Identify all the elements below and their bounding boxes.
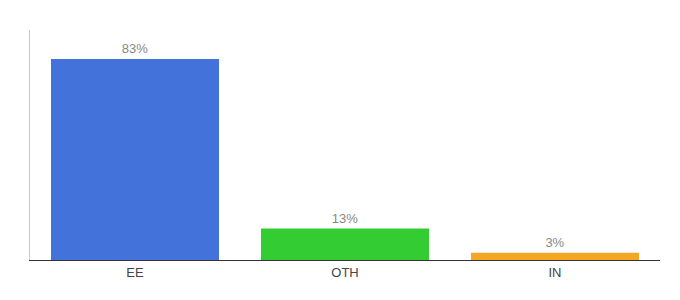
svg-text:3%: 3% [545, 235, 564, 250]
svg-text:IN: IN [549, 265, 562, 280]
svg-text:83%: 83% [122, 41, 148, 56]
svg-text:13%: 13% [332, 211, 358, 226]
svg-text:EE: EE [126, 265, 144, 280]
svg-text:OTH: OTH [331, 265, 358, 280]
